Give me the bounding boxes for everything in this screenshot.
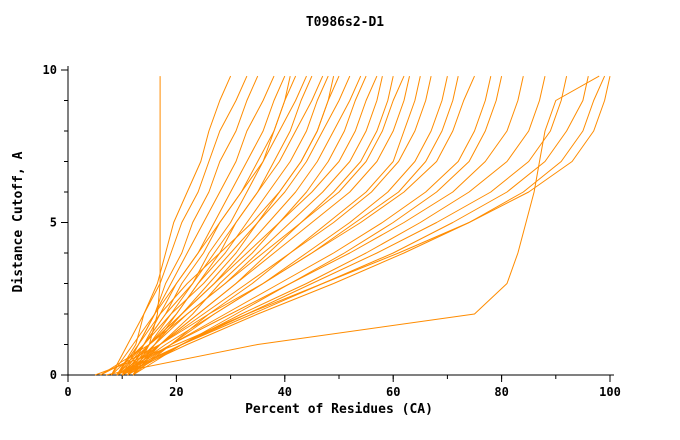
y-tick-label: 5 xyxy=(50,216,57,230)
model-curve xyxy=(132,75,503,376)
x-tick-label: 20 xyxy=(169,385,183,399)
x-tick-label: 60 xyxy=(386,385,400,399)
model-curve xyxy=(121,75,383,376)
model-curve xyxy=(116,75,275,376)
model-curve xyxy=(127,75,546,376)
model-curve xyxy=(100,75,405,376)
model-curve xyxy=(116,75,378,376)
model-curve xyxy=(111,75,351,376)
model-curve xyxy=(121,75,492,376)
y-tick-label: 10 xyxy=(43,63,57,77)
model-curve xyxy=(121,75,568,376)
model-curve xyxy=(132,75,421,376)
x-tick-label: 0 xyxy=(64,385,71,399)
model-curve xyxy=(116,75,232,376)
model-curve xyxy=(127,75,286,376)
model-curve xyxy=(127,75,448,376)
model-curve xyxy=(121,75,259,376)
model-curve xyxy=(94,75,611,376)
model-curve xyxy=(127,75,291,376)
x-tick-label: 100 xyxy=(599,385,621,399)
model-curve xyxy=(110,75,248,376)
model-curve xyxy=(116,75,335,376)
model-curve xyxy=(116,75,432,376)
model-curve xyxy=(121,75,329,376)
model-curve xyxy=(121,75,459,376)
model-curve xyxy=(100,75,475,376)
x-tick-label: 80 xyxy=(494,385,508,399)
tick-labels: 0 20 40 60 80 100 0 5 10 xyxy=(43,63,621,399)
tick-marks xyxy=(61,69,611,382)
model-curve xyxy=(110,75,307,376)
model-curves xyxy=(94,75,611,376)
y-axis-label: Distance Cutoff, A xyxy=(11,151,26,292)
model-curve xyxy=(121,75,410,376)
model-curve xyxy=(116,75,324,376)
y-tick-label: 0 xyxy=(50,368,57,382)
x-tick-label: 40 xyxy=(278,385,292,399)
model-curve xyxy=(116,75,589,376)
x-axis-label: Percent of Residues (CA) xyxy=(245,402,433,417)
axes xyxy=(67,66,614,376)
model-curve xyxy=(105,75,600,376)
model-curve xyxy=(116,75,524,376)
chart-title: T0986s2-D1 xyxy=(306,15,384,30)
